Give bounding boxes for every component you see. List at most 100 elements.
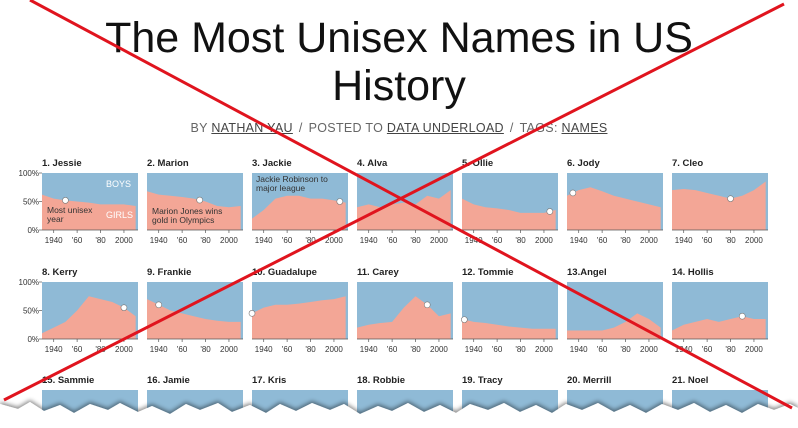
unisex-year-marker (423, 301, 431, 309)
x-tick-label: '80 (305, 236, 316, 245)
separator: / (298, 121, 303, 135)
annotation: Most unisex year (47, 205, 93, 224)
x-tick-label: '60 (282, 345, 293, 354)
y-tick-label: 100% (19, 169, 39, 178)
chart-title: 9. Frankie (147, 267, 191, 278)
x-tick-label: 2000 (220, 236, 238, 245)
x-tick-label: 1940 (465, 236, 483, 245)
annotation: Marion Jones wins gold in Olympics (152, 206, 223, 225)
girls-area (357, 190, 451, 230)
x-tick-label: '60 (597, 345, 608, 354)
unisex-year-marker (569, 189, 577, 197)
x-tick-label: 1940 (360, 236, 378, 245)
x-tick-label: '80 (305, 345, 316, 354)
x-tick-label: '60 (492, 236, 503, 245)
x-tick-label: 1940 (150, 236, 168, 245)
x-tick-label: '80 (515, 236, 526, 245)
y-tick-label: 0% (27, 226, 39, 235)
x-tick-label: '60 (702, 236, 713, 245)
chart-title: 2. Marion (147, 158, 189, 169)
x-tick-label: 1940 (255, 236, 273, 245)
x-tick-label: '80 (410, 236, 421, 245)
unisex-year-marker (738, 312, 746, 320)
x-tick-label: '80 (200, 236, 211, 245)
x-tick-label: 2000 (430, 236, 448, 245)
x-tick-label: 2000 (430, 345, 448, 354)
tag-link[interactable]: NAMES (561, 121, 608, 135)
x-tick-label: 2000 (640, 236, 658, 245)
page-title: The Most Unisex Names in US History (105, 14, 693, 110)
separator: / (509, 121, 514, 135)
x-tick-label: 2000 (640, 345, 658, 354)
x-tick-label: '80 (515, 345, 526, 354)
x-tick-label: 2000 (745, 345, 763, 354)
x-tick-label: '60 (177, 345, 188, 354)
x-tick-label: '80 (620, 345, 631, 354)
x-tick-label: 2000 (535, 236, 553, 245)
girls-area (462, 198, 556, 230)
x-tick-label: 1940 (360, 345, 378, 354)
x-tick-label: 2000 (325, 345, 343, 354)
x-tick-label: '60 (387, 345, 398, 354)
cross-line (29, 0, 793, 410)
chart-title: 17. Kris (252, 375, 286, 386)
girls-area (42, 296, 136, 339)
girls-area (672, 181, 766, 230)
annotation: Jackie Robinson to major league (256, 174, 328, 193)
x-tick-label: '60 (492, 345, 503, 354)
byline-text: BY (190, 121, 208, 135)
x-tick-label: 2000 (325, 236, 343, 245)
x-tick-label: '80 (410, 345, 421, 354)
x-tick-label: 2000 (220, 345, 238, 354)
x-tick-label: 2000 (745, 236, 763, 245)
x-tick-label: 1940 (570, 236, 588, 245)
x-tick-label: '80 (725, 236, 736, 245)
chart-title: 6. Jody (567, 158, 600, 169)
x-tick-label: '60 (702, 345, 713, 354)
x-tick-label: 1940 (255, 345, 273, 354)
girls-area (252, 296, 346, 339)
unisex-year-marker (155, 301, 163, 309)
unisex-year-marker (727, 195, 734, 202)
unisex-year-marker (62, 197, 69, 204)
chart-title: 11. Carey (357, 267, 399, 278)
y-tick-label: 0% (27, 335, 39, 344)
x-tick-label: 2000 (535, 345, 553, 354)
x-tick-label: 2000 (115, 236, 133, 245)
x-tick-label: '80 (620, 236, 631, 245)
chart-title: 21. Noel (672, 375, 708, 386)
x-tick-label: 1940 (675, 236, 693, 245)
annotation: GIRLS (106, 210, 134, 220)
x-tick-label: '60 (72, 236, 83, 245)
girls-area (672, 316, 766, 339)
category-link[interactable]: DATA UNDERLOAD (386, 121, 504, 135)
chart-title: 3. Jackie (252, 158, 292, 169)
unisex-year-marker (196, 196, 203, 204)
x-tick-label: '60 (72, 345, 83, 354)
annotation: BOYS (106, 179, 132, 189)
chart-title: 16. Jamie (147, 375, 190, 386)
girls-area (147, 299, 241, 339)
x-tick-label: '80 (200, 345, 211, 354)
x-tick-label: 1940 (45, 345, 63, 354)
x-tick-label: '60 (282, 236, 293, 245)
chart-title: 5. Ollie (462, 158, 493, 169)
x-tick-label: 1940 (570, 345, 588, 354)
chart-title: 8. Kerry (42, 267, 78, 278)
girls-area (252, 195, 346, 230)
x-tick-label: 1940 (45, 236, 63, 245)
chart-title: 14. Hollis (672, 267, 714, 278)
chart-title: 1. Jessie (42, 158, 82, 169)
x-tick-label: '60 (597, 236, 608, 245)
chart-title: 13.Angel (567, 267, 607, 278)
author-link[interactable]: NATHAN YAU (211, 121, 293, 135)
unisex-year-marker (120, 304, 128, 311)
x-tick-label: '60 (387, 236, 398, 245)
x-tick-label: '60 (177, 236, 188, 245)
unisex-year-marker (546, 208, 554, 215)
x-tick-label: 2000 (115, 345, 133, 354)
chart-title: 12. Tommie (462, 267, 514, 278)
